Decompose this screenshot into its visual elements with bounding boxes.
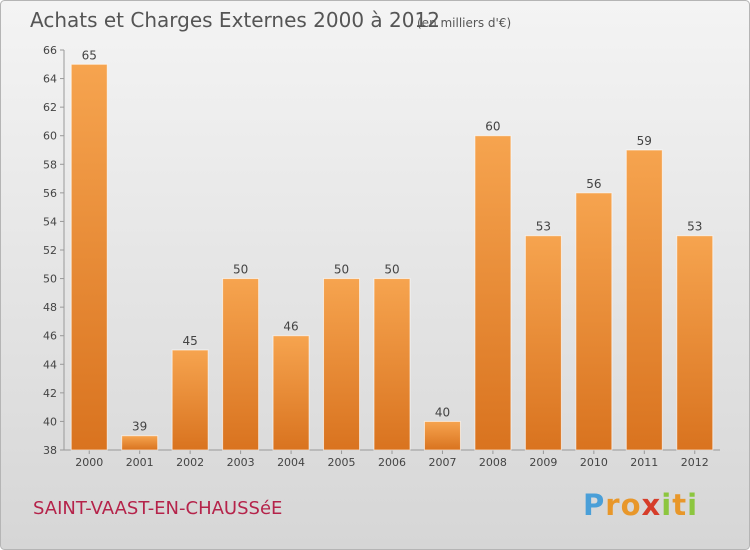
bar-2004 xyxy=(272,335,310,451)
logo-letter: P xyxy=(583,488,606,522)
x-tick-label-2009: 2009 xyxy=(529,456,557,469)
value-label-2012: 53 xyxy=(687,220,702,234)
y-tick-label: 48 xyxy=(43,301,57,314)
y-tick-label: 52 xyxy=(43,244,57,257)
bar-2003 xyxy=(222,278,260,451)
y-tick-label: 66 xyxy=(43,44,57,57)
x-tick-label-2004: 2004 xyxy=(277,456,305,469)
y-tick-label: 44 xyxy=(43,358,57,371)
x-tick-label-2005: 2005 xyxy=(328,456,356,469)
logo-letter: t xyxy=(672,488,688,522)
commune-name: SAINT-VAAST-EN-CHAUSSéE xyxy=(33,498,282,519)
chart-title: Achats et Charges Externes 2000 à 2012 xyxy=(30,8,440,32)
x-tick-label-2001: 2001 xyxy=(126,456,154,469)
y-tick-label: 38 xyxy=(43,444,57,457)
logo-letter: i xyxy=(687,488,699,522)
value-label-2011: 59 xyxy=(637,134,652,148)
value-label-2005: 50 xyxy=(334,263,349,277)
bar-2010 xyxy=(575,192,613,451)
bar-2008 xyxy=(474,135,512,451)
x-tick-label-2003: 2003 xyxy=(227,456,255,469)
y-tick-label: 42 xyxy=(43,387,57,400)
value-label-2007: 40 xyxy=(435,405,450,419)
x-tick-label-2000: 2000 xyxy=(75,456,103,469)
bar-2001 xyxy=(121,435,159,451)
y-tick-label: 54 xyxy=(43,215,57,228)
x-tick-label-2011: 2011 xyxy=(630,456,658,469)
logo-letter: x xyxy=(641,488,662,522)
bar-2011 xyxy=(625,149,663,451)
bar-2000 xyxy=(70,63,108,451)
y-tick-label: 62 xyxy=(43,101,57,114)
x-tick-label-2010: 2010 xyxy=(580,456,608,469)
x-tick-label-2002: 2002 xyxy=(176,456,204,469)
value-label-2009: 53 xyxy=(536,220,551,234)
value-label-2008: 60 xyxy=(485,120,500,134)
value-label-2010: 56 xyxy=(586,177,601,191)
y-tick-label: 46 xyxy=(43,330,57,343)
value-label-2000: 65 xyxy=(82,48,97,62)
bar-2009 xyxy=(524,235,562,451)
value-label-2004: 46 xyxy=(283,320,298,334)
y-tick-label: 50 xyxy=(43,273,57,286)
bar-2005 xyxy=(323,278,361,451)
y-tick-label: 58 xyxy=(43,158,57,171)
bar-2002 xyxy=(171,349,209,451)
x-tick-label-2006: 2006 xyxy=(378,456,406,469)
y-tick-label: 56 xyxy=(43,187,57,200)
chart-subtitle: (en milliers d'€) xyxy=(417,16,511,30)
bars: 65 39 45 50 46 50 50 40 60 53 56 59 53 xyxy=(70,48,714,451)
bar-2012 xyxy=(676,235,714,451)
logo-letter: r xyxy=(605,488,621,522)
x-tick-label-2012: 2012 xyxy=(681,456,709,469)
value-label-2003: 50 xyxy=(233,263,248,277)
proxiti-logo: Proxiti xyxy=(583,488,698,522)
x-tick-label-2007: 2007 xyxy=(428,456,456,469)
value-label-2006: 50 xyxy=(384,263,399,277)
x-tick-label-2008: 2008 xyxy=(479,456,507,469)
bar-2007 xyxy=(423,420,461,451)
value-label-2002: 45 xyxy=(183,334,198,348)
logo-letter: o xyxy=(620,488,642,522)
logo-letter: i xyxy=(661,488,673,522)
value-label-2001: 39 xyxy=(132,420,147,434)
y-tick-label: 64 xyxy=(43,73,57,86)
y-tick-label: 40 xyxy=(43,415,57,428)
bar-2006 xyxy=(373,278,411,451)
y-tick-label: 60 xyxy=(43,130,57,143)
